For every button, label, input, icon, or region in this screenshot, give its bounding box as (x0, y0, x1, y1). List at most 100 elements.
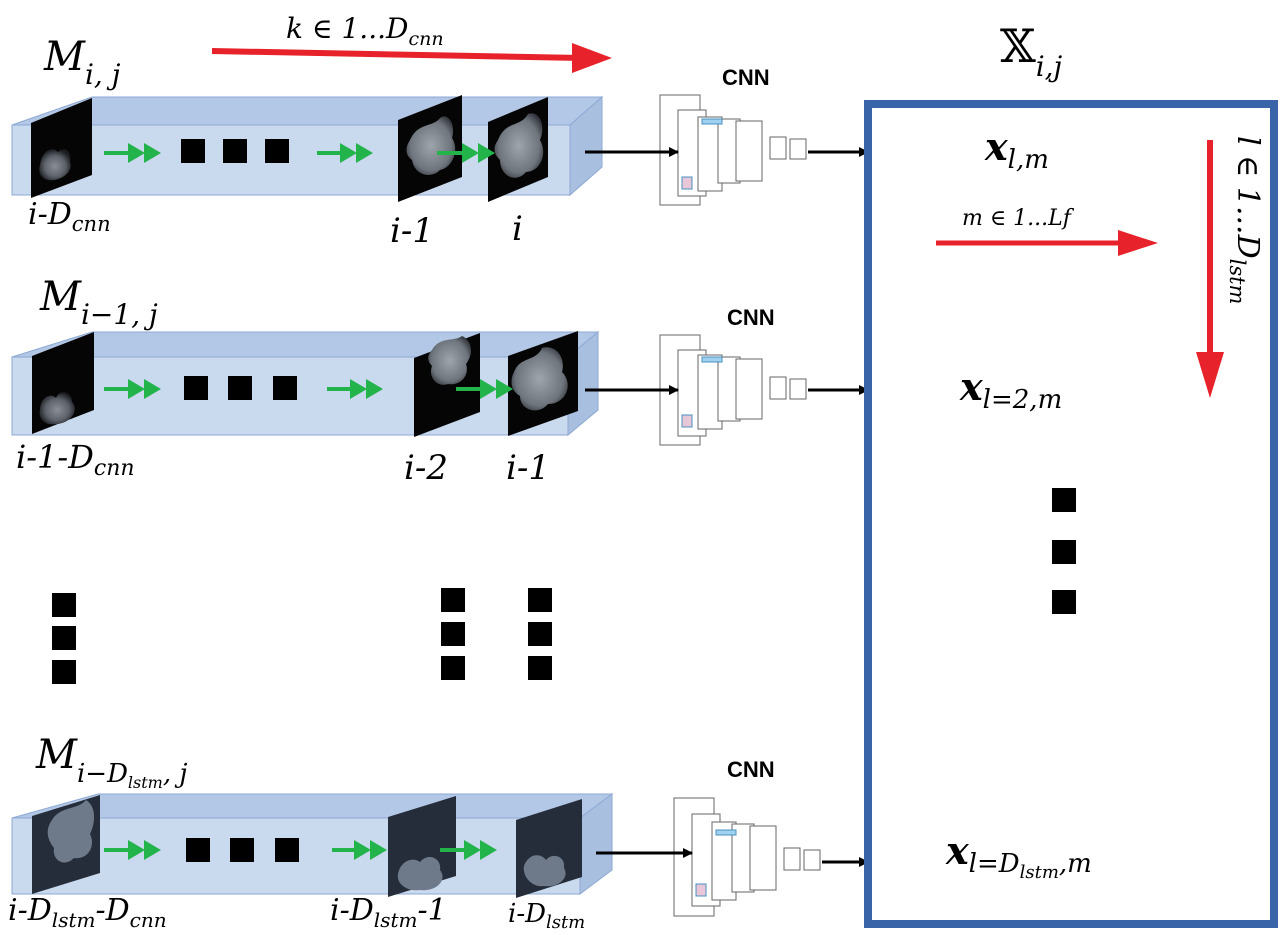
x-first-sub: l,m (1008, 145, 1049, 175)
row-2-green-arrow-2 (327, 379, 383, 399)
row-1-green-arrow-3 (437, 143, 495, 163)
row-3-first-frame-b: lstm (52, 908, 96, 932)
row-1-last-frame-label: i (512, 209, 523, 249)
row-2-ellipsis-dot (273, 376, 297, 400)
row-2-first-frame-label: i-1-Dcnn (16, 438, 135, 481)
row-2-ellipsis-dot (184, 376, 208, 400)
x-last-sub-a: l=D (969, 849, 1020, 879)
row-3-ellipsis-dot (186, 838, 210, 862)
row-2-sequence (11, 330, 600, 437)
cnn-label-1: CNN (722, 65, 770, 90)
output-box (864, 100, 1278, 928)
row-2-frame-last-shape (511, 347, 568, 411)
row-3-first-frame-d: cnn (130, 908, 167, 932)
cnn-block-2 (659, 334, 807, 446)
m-arrow (936, 230, 1158, 256)
row-3-green-arrow-3 (440, 840, 497, 860)
row-3-matrix-sub-b: lstm (128, 773, 163, 792)
l-arrow-label-sub: lstm (1225, 259, 1249, 305)
row-3-matrix-sym: M (35, 732, 78, 778)
row-1-frame-last-shape (494, 113, 544, 178)
row-3-matrix-label: Mi−Dlstm, j (35, 732, 187, 792)
cnn-label-2: CNN (727, 305, 775, 330)
row-3-prev-frame-a: i-D (330, 893, 374, 928)
row-2-first-frame-sub: cnn (94, 456, 135, 481)
row-1-matrix-sym: M (43, 34, 86, 80)
row-3-matrix-sub-a: i−D (77, 759, 128, 789)
row-1-frame-first-shape (39, 149, 71, 181)
output-vertical-ellipsis (1052, 488, 1076, 614)
cnn-label-3: CNN (727, 757, 775, 782)
row-1-green-arrow-2 (317, 143, 373, 163)
l-arrow-label: l ∈ 1...Dlstm (1225, 136, 1265, 304)
row-1-first-frame-label: i-Dcnn (28, 197, 111, 236)
x-first-sym: x (984, 124, 1009, 169)
row-2-green-arrow-3 (456, 379, 513, 399)
row-3-last-frame-b: lstm (546, 912, 585, 933)
row-3-last-frame-label: i-Dlstm (508, 899, 585, 933)
x-second-sym: x (959, 364, 984, 409)
row-2-ellipsis-dot (228, 376, 252, 400)
x-last-sub-b: lstm (1020, 862, 1059, 883)
row-2-matrix-sub: i−1, j (81, 298, 158, 331)
row-3-last-frame-a: i-D (508, 899, 546, 929)
row-1-first-frame-sub: cnn (72, 212, 111, 236)
row-3-ellipsis-dot (230, 838, 254, 862)
row-2-tube-top (11, 331, 600, 358)
cnn-block-3 (673, 797, 821, 917)
row-3-tube-top (11, 793, 614, 819)
output-title: 𝕏i,j (1000, 19, 1063, 83)
row-3-frame-last-shape (523, 855, 566, 887)
vertical-ellipsis-middle (441, 588, 465, 680)
top-k-label-sub: cnn (408, 28, 443, 50)
x-last-sym: x (945, 828, 970, 873)
row-2-matrix-sym: M (39, 274, 82, 320)
row-3-first-frame-a: i-D (8, 893, 52, 928)
output-title-sym: 𝕏 (1000, 19, 1036, 73)
row-1-frame-prev-shape (406, 116, 456, 175)
row-3-first-frame-label: i-Dlstm-Dcnn (8, 893, 167, 932)
row-1-sequence (11, 95, 604, 202)
cnn-block-1 (659, 94, 807, 206)
x-first: xl,m (984, 124, 1049, 175)
row-1-tube-end (569, 95, 603, 197)
row-3-prev-frame-b: lstm (374, 908, 418, 932)
m-arrow-label: m ∈ 1...Lf (962, 206, 1075, 231)
x-second-sub: l=2,m (983, 385, 1063, 415)
row-1-prev-frame-label: i-1 (390, 211, 434, 251)
row-2-last-frame-label: i-1 (506, 448, 550, 488)
x-second: xl=2,m (959, 364, 1062, 415)
row-2-matrix-label: Mi−1, j (39, 274, 158, 331)
row-2-prev-frame-label: i-2 (404, 448, 448, 488)
row-3-ellipsis-dot (275, 838, 299, 862)
row-2-green-arrow-1 (104, 379, 161, 399)
row-1-green-arrow-1 (104, 143, 161, 163)
top-k-arrow (211, 43, 612, 73)
x-last: xl=Dlstm,m (945, 828, 1092, 883)
row-3-matrix-sub-c: , j (163, 759, 188, 789)
row-2-frame-prev-shape (428, 336, 471, 385)
row-3-green-arrow-2 (332, 840, 387, 860)
row-1-ellipsis-dot (223, 139, 247, 163)
l-arrow-label-base: l ∈ 1...D (1230, 136, 1265, 259)
row-2-first-frame-base: i-1-D (16, 438, 94, 476)
row-1-ellipsis-dot (181, 139, 205, 163)
row-1-ellipsis-dot (265, 139, 289, 163)
top-k-label: k ∈ 1...Dcnn (286, 12, 444, 50)
top-k-label-base: k ∈ 1...D (286, 12, 408, 45)
l-arrow (1196, 140, 1224, 398)
row-3-first-frame-c: -D (95, 893, 129, 928)
row-1-tube-front (11, 124, 571, 196)
vertical-ellipsis-right (528, 588, 552, 680)
x-last-sub-c: ,m (1059, 849, 1092, 879)
row-1-matrix-label: Mi, j (43, 34, 121, 91)
output-title-sub: i,j (1036, 50, 1063, 83)
row-2-frame-first-shape (39, 392, 75, 425)
row-1-matrix-sub: i, j (85, 58, 121, 91)
row-3-green-arrow-1 (104, 840, 161, 860)
row-3-sequence (11, 793, 614, 898)
row-3-prev-frame-label: i-Dlstm-1 (330, 893, 447, 932)
row-3-frame-first-shape (47, 800, 95, 863)
vertical-ellipsis-left (52, 593, 76, 684)
